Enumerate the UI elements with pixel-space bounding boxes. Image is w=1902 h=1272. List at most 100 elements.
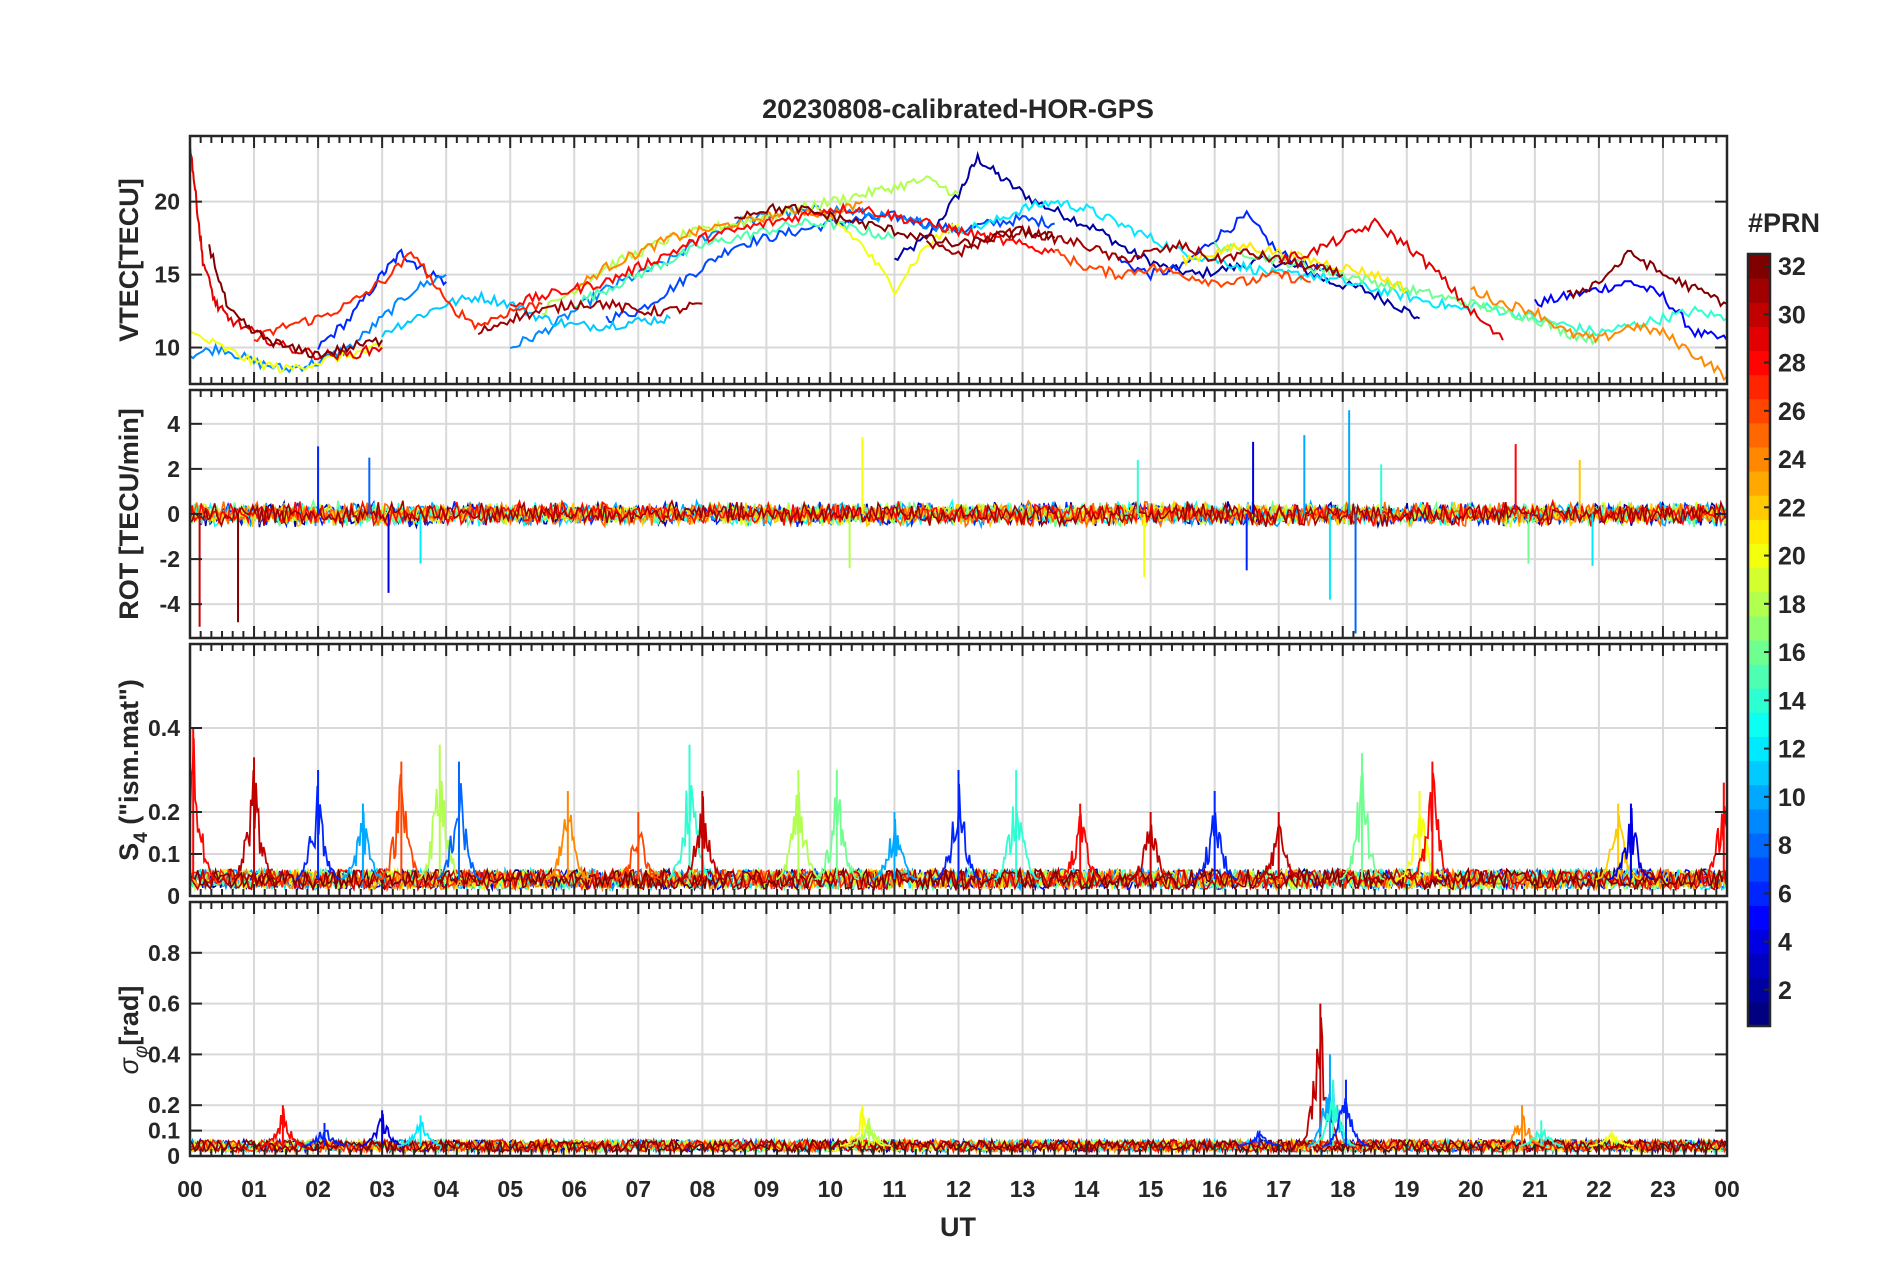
vtec-series-prn-12 xyxy=(957,199,1472,312)
x-tick-label: 17 xyxy=(1266,1176,1292,1202)
colorbar-tick-label: 30 xyxy=(1778,301,1806,329)
vtec-series-prn-31 xyxy=(925,224,1344,278)
colorbar-tick-label: 2 xyxy=(1778,977,1792,1005)
s4-y-tick-label: 0.2 xyxy=(148,799,180,825)
s4-y-tick-label: 0.1 xyxy=(148,841,180,867)
colorbar-band xyxy=(1748,712,1770,737)
vtec-series-prn-27 xyxy=(253,251,543,343)
vtec-series-prn-32 xyxy=(1566,249,1727,308)
colorbar-frame xyxy=(1746,252,1772,1028)
rot-y-tick-label: 0 xyxy=(167,501,180,527)
x-tick-label: 04 xyxy=(433,1176,459,1202)
colorbar-band xyxy=(1748,953,1770,979)
s4-y-label-rest: ("ism.mat") xyxy=(114,679,144,832)
vtec-series-prn-28 xyxy=(509,202,1056,308)
x-tick-label: 10 xyxy=(818,1176,844,1202)
x-tick-label: 06 xyxy=(561,1176,587,1202)
vtec-series-prn-14 xyxy=(1469,301,1727,337)
colorbar-band xyxy=(1748,688,1770,713)
x-tick-label: 01 xyxy=(241,1176,267,1202)
s4-ticks xyxy=(189,644,1728,897)
sigma-y-label-rest: [rad] xyxy=(114,986,144,1046)
x-tick-label: 16 xyxy=(1202,1176,1228,1202)
rot-y-tick-label: 2 xyxy=(167,456,180,482)
colorbar-tick-label: 8 xyxy=(1778,832,1792,860)
rot-panel: -4 -2 0 2 4 xyxy=(160,388,1729,640)
colorbar-band xyxy=(1748,519,1770,544)
colorbar-tick-label: 6 xyxy=(1778,880,1792,908)
colorbar-tick-label: 12 xyxy=(1778,736,1806,764)
vtec-series-prn-24 xyxy=(1470,285,1727,382)
sigma-y-label-main: σ xyxy=(114,1056,144,1074)
vtec-y-tick-label: 20 xyxy=(154,189,180,215)
rot-y-tick-label: 4 xyxy=(167,411,180,437)
colorbar-tick-label: 18 xyxy=(1778,591,1806,619)
vtec-series-prn-5 xyxy=(1534,280,1727,341)
rot-ticks xyxy=(189,390,1728,638)
colorbar-band xyxy=(1748,591,1770,617)
x-tick-label: 13 xyxy=(1010,1176,1036,1202)
x-tick-label: 23 xyxy=(1650,1176,1676,1202)
x-tick-label: 18 xyxy=(1330,1176,1356,1202)
x-tick-label: 14 xyxy=(1074,1176,1100,1202)
rot-y-tick-label: -4 xyxy=(160,591,181,617)
rot-y-label: ROT [TECU/min] xyxy=(114,408,144,619)
vtec-series-prn-29 xyxy=(1278,217,1504,341)
colorbar-band xyxy=(1748,422,1770,448)
colorbar-band xyxy=(1748,977,1770,1003)
x-tick-label: 03 xyxy=(369,1176,395,1202)
colorbar-tick-label: 10 xyxy=(1778,784,1806,812)
vtec-series-prn-11 xyxy=(381,289,671,338)
colorbar-band xyxy=(1748,736,1770,762)
colorbar-band xyxy=(1748,905,1770,930)
colorbar-band xyxy=(1748,615,1770,641)
sigma-ticks xyxy=(189,902,1728,1157)
colorbar-band xyxy=(1748,350,1770,376)
sigma-y-tick-label: 0.8 xyxy=(148,940,180,966)
sigma-y-tick-label: 0.2 xyxy=(148,1092,180,1118)
vtec-series-prn-20 xyxy=(190,329,383,374)
colorbar-band xyxy=(1748,302,1770,327)
rot-noise-prn-22 xyxy=(190,500,1727,529)
vtec-series-prn-15 xyxy=(573,217,895,309)
vtec-ticks xyxy=(189,136,1728,384)
sigma-y-label-sub: φ xyxy=(131,1046,152,1058)
colorbar-band xyxy=(1748,857,1770,882)
colorbar-band xyxy=(1748,471,1770,496)
vtec-series-prn-18 xyxy=(542,175,960,316)
vtec-y-label: VTEC[TECU] xyxy=(114,178,144,342)
x-tick-label: 00 xyxy=(1714,1176,1740,1202)
sigma-y-tick-label: 0.1 xyxy=(148,1118,180,1144)
x-tick-label: 11 xyxy=(882,1176,907,1202)
colorbar-band xyxy=(1748,398,1770,424)
vtec-y-tick-label: 15 xyxy=(154,262,180,288)
colorbar-tick-label: 4 xyxy=(1778,929,1792,957)
s4-y-tick-label: 0.4 xyxy=(148,715,180,741)
sigma-y-tick-label: 0 xyxy=(167,1143,180,1169)
vtec-series-prn-32 xyxy=(208,244,383,360)
rot-data xyxy=(190,410,1727,634)
x-tick-label: 22 xyxy=(1586,1176,1612,1202)
colorbar-band xyxy=(1748,567,1770,593)
colorbar-band xyxy=(1748,447,1770,472)
colorbar-band xyxy=(1748,881,1770,906)
colorbar-band xyxy=(1748,808,1770,834)
x-tick-labels: 00 01 02 03 04 05 06 07 08 09 10 11 12 13 14 15 16 17 18 19… xyxy=(177,1176,1740,1202)
s4-y-label: S4 ("ism.mat") xyxy=(114,679,152,861)
colorbar-tick-label: 16 xyxy=(1778,639,1806,667)
colorbar-band xyxy=(1748,640,1770,665)
sigma-panel: 00.10.2 0.4 0.6 0.8 xyxy=(148,900,1729,1169)
colorbar-band xyxy=(1748,326,1770,351)
vtec-grid xyxy=(189,136,1728,384)
x-tick-label: 07 xyxy=(625,1176,651,1202)
s4-y-label-main: S xyxy=(114,843,144,861)
x-tick-label: 00 xyxy=(177,1176,203,1202)
s4-y-tick-label: 0 xyxy=(167,883,180,909)
colorbar-tick-label: 26 xyxy=(1778,398,1806,426)
colorbar-tick-label: 32 xyxy=(1778,253,1806,281)
sigma-y-tick-label: 0.4 xyxy=(148,1041,180,1067)
x-tick-label: 08 xyxy=(690,1176,716,1202)
colorbar-tick-label: 14 xyxy=(1778,687,1806,715)
colorbar-band xyxy=(1748,278,1770,303)
